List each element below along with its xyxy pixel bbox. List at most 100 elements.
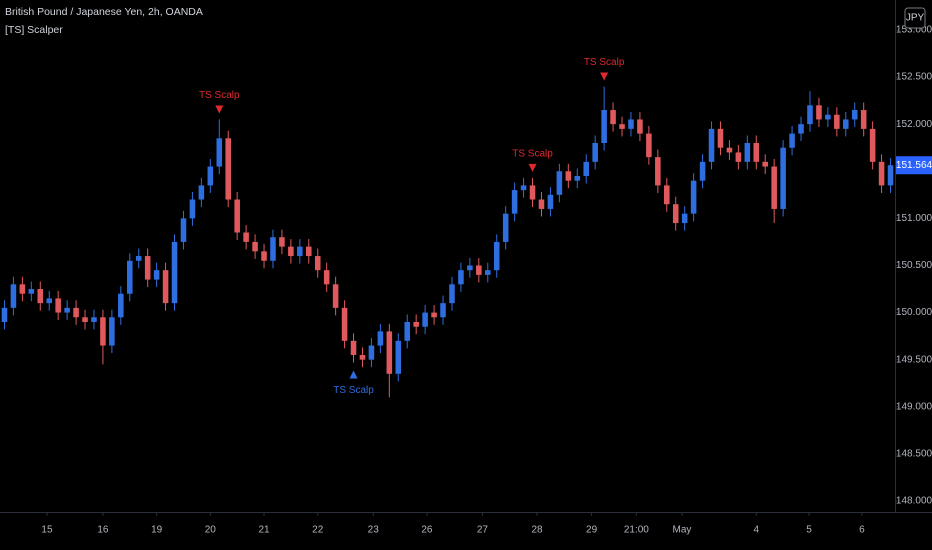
candle-body	[46, 298, 52, 304]
buy-marker	[349, 370, 358, 379]
candle-body	[180, 218, 187, 242]
candle-body	[878, 161, 885, 186]
x-tick-label: 5	[806, 525, 812, 536]
candle-body	[672, 204, 679, 224]
candle-body	[377, 331, 384, 346]
candle-body	[574, 175, 581, 181]
candle-body	[162, 270, 169, 304]
x-tick-label: 29	[586, 525, 598, 536]
candle-body	[520, 185, 527, 191]
candle-body	[207, 166, 214, 186]
candle-body	[529, 185, 536, 200]
candle-body	[10, 284, 17, 308]
candle-body	[189, 199, 196, 219]
y-tick-label: 152.500	[896, 72, 932, 83]
x-tick-label: 21:00	[624, 525, 649, 536]
candle-body	[306, 246, 312, 257]
candle-body	[467, 265, 473, 271]
candle-body	[762, 161, 768, 167]
candle-body	[628, 119, 634, 129]
candle-body	[270, 237, 276, 261]
y-tick-label: 150.000	[896, 307, 932, 318]
sell-marker	[600, 72, 609, 81]
candle-body	[834, 114, 840, 129]
x-tick-label: 28	[531, 525, 543, 536]
candle-body	[127, 260, 133, 294]
y-tick-label: 151.000	[896, 213, 932, 224]
candle-body	[458, 270, 464, 285]
candle-body	[860, 110, 867, 129]
candle-body	[789, 133, 795, 148]
candle-body	[843, 119, 849, 129]
candle-body	[314, 256, 321, 271]
candle-body	[368, 345, 375, 360]
candle-body	[252, 241, 258, 252]
candle-body	[681, 213, 688, 224]
currency-box	[904, 7, 926, 29]
x-tick-label: 20	[205, 525, 217, 536]
x-tick-label: 16	[97, 525, 109, 536]
candle-body	[288, 246, 294, 257]
candle-body	[431, 312, 437, 318]
candle-body	[807, 105, 813, 125]
candle-body	[664, 185, 670, 205]
candle-body	[55, 298, 61, 313]
candle-body	[493, 241, 500, 271]
candle-body	[100, 317, 106, 346]
x-tick-label: 21	[258, 525, 270, 536]
x-tick-label: 6	[859, 525, 865, 536]
candle-body	[690, 180, 697, 214]
candle-body	[780, 147, 786, 209]
candle-body	[395, 340, 402, 374]
y-tick-label: 148.500	[896, 449, 932, 460]
candle-body	[64, 307, 70, 313]
candle-body	[413, 321, 419, 327]
x-tick-label: 22	[312, 525, 324, 536]
candle-body	[440, 303, 446, 318]
signal-label: TS Scalp	[512, 148, 553, 159]
last-price-label: 151.564	[896, 160, 932, 171]
candle-body	[279, 237, 285, 247]
candle-body	[404, 321, 410, 341]
candle-body	[261, 251, 267, 261]
candle-body	[583, 161, 589, 176]
chart-title: British Pound / Japanese Yen, 2h, OANDA	[5, 6, 203, 18]
candle-body	[592, 143, 598, 162]
signal-label: TS Scalp	[333, 385, 374, 396]
candle-body	[28, 289, 35, 294]
candle-body	[297, 246, 303, 257]
candle-body	[771, 166, 777, 209]
candle-body	[485, 270, 491, 275]
candle-body	[91, 317, 97, 322]
candle-body	[216, 138, 223, 167]
candle-body	[726, 147, 733, 153]
candle-body	[109, 317, 115, 346]
candle-body	[234, 199, 240, 233]
candle-body	[601, 110, 607, 144]
candle-body	[144, 256, 151, 280]
candle-body	[825, 114, 831, 120]
x-tick-label: 4	[753, 525, 759, 536]
candle-body	[556, 171, 563, 195]
sell-marker	[215, 105, 224, 114]
candle-body	[422, 312, 428, 327]
signal-label: TS Scalp	[584, 57, 625, 68]
candle-body	[350, 340, 357, 355]
candle-body	[19, 284, 26, 294]
candle-body	[851, 110, 858, 120]
candle-body	[243, 232, 249, 242]
candle-body	[717, 128, 724, 148]
sell-marker	[528, 163, 537, 172]
candle-body	[699, 161, 706, 181]
x-tick-label: 19	[151, 525, 163, 536]
y-tick-label: 148.000	[896, 496, 932, 507]
candle-body	[708, 128, 715, 162]
candle-body	[502, 213, 509, 242]
candle-body	[610, 110, 616, 125]
candle-body	[198, 185, 205, 200]
candle-body	[118, 293, 124, 318]
candle-body	[171, 241, 178, 304]
candle-body	[619, 124, 625, 129]
